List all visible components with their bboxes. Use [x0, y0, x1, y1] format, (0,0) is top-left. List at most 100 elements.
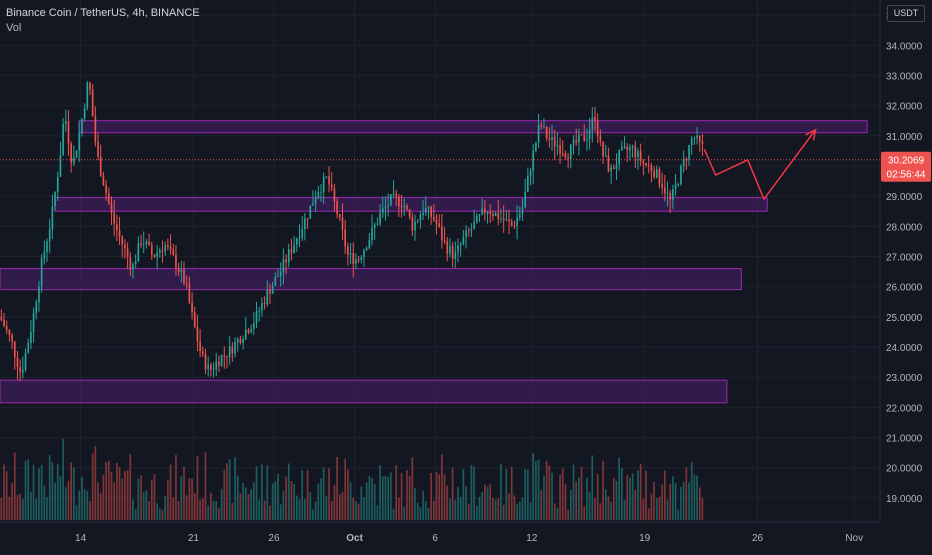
- volume-bar: [54, 482, 56, 520]
- time-axis-bg: [0, 522, 880, 550]
- y-tick-label: 25.0000: [886, 313, 923, 324]
- volume-bar: [521, 497, 524, 520]
- volume-bar: [110, 471, 113, 520]
- volume-bar: [411, 457, 414, 520]
- candle-body: [218, 361, 220, 366]
- volume-bar: [0, 497, 3, 520]
- candle-body: [535, 142, 537, 151]
- volume-bar: [690, 462, 693, 520]
- volume-bar: [269, 505, 271, 520]
- candle-body: [185, 283, 188, 285]
- candle-body: [140, 243, 142, 245]
- currency-button[interactable]: USDT: [887, 5, 925, 22]
- candle-body: [680, 165, 682, 185]
- candle-body: [529, 171, 532, 176]
- candle-body: [494, 212, 497, 216]
- volume-bar: [295, 495, 298, 520]
- volume-bar: [306, 470, 309, 520]
- candle-body: [309, 205, 312, 219]
- candle-body: [492, 213, 494, 216]
- candle-body: [376, 223, 379, 225]
- volume-bar: [22, 498, 24, 520]
- candle-body: [81, 118, 83, 133]
- volume-bar: [64, 487, 67, 520]
- candle-body: [129, 257, 132, 270]
- volume-bar: [355, 501, 357, 520]
- volume-bar: [116, 462, 118, 520]
- candle-body: [22, 369, 24, 373]
- volume-bar: [56, 464, 59, 520]
- volume-bar: [655, 497, 658, 520]
- y-tick-label: 26.0000: [886, 283, 923, 294]
- volume-bar: [183, 466, 185, 520]
- candle-body: [236, 339, 239, 343]
- candle-body: [373, 224, 376, 228]
- candle-body: [102, 175, 105, 186]
- candle-body: [553, 136, 556, 147]
- candle-body: [64, 121, 67, 124]
- candle-body: [175, 254, 177, 268]
- candle-body: [411, 216, 414, 231]
- candle-body: [486, 211, 489, 214]
- y-tick-label: 33.0000: [886, 71, 923, 82]
- candle-body: [435, 219, 438, 224]
- volume-bar: [599, 503, 602, 520]
- candle-body: [371, 227, 373, 240]
- candle-body: [113, 212, 115, 225]
- volume-bar: [564, 484, 567, 520]
- volume-bar: [583, 506, 586, 520]
- candle-body: [169, 247, 172, 250]
- projection-arrowhead: [805, 128, 817, 141]
- volume-bar: [602, 460, 604, 520]
- candle-body: [121, 236, 124, 245]
- volume-bar: [626, 474, 629, 520]
- candle-body: [70, 143, 73, 163]
- volume-bar: [357, 503, 360, 520]
- volume-bar: [527, 469, 529, 520]
- volume-bar: [32, 464, 35, 520]
- candle-body: [27, 343, 30, 353]
- candle-body: [161, 250, 164, 252]
- volume-bar: [543, 475, 545, 520]
- volume-bar: [578, 477, 580, 520]
- candle-body: [645, 163, 647, 166]
- volume-bar: [693, 474, 696, 520]
- candle-body: [253, 323, 255, 329]
- candle-body: [623, 146, 626, 148]
- candle-body: [239, 339, 242, 343]
- price-tag-bg: [881, 151, 931, 182]
- candle-body: [545, 126, 548, 139]
- volume-bar: [11, 483, 13, 520]
- volume-bar: [161, 510, 164, 520]
- volume-bar: [24, 460, 27, 520]
- candle-body: [465, 230, 467, 238]
- candle-body: [349, 252, 352, 255]
- volume-bar: [309, 492, 312, 520]
- volume-bar: [121, 478, 124, 520]
- y-tick-label: 34.0000: [886, 41, 923, 52]
- candle-body: [647, 165, 650, 167]
- candle-body: [105, 185, 107, 194]
- volume-bar: [153, 474, 156, 520]
- volume-bar: [244, 487, 247, 520]
- volume-bar: [212, 501, 215, 520]
- support-resistance-zones: [0, 120, 868, 404]
- candle-body: [631, 146, 634, 148]
- candle-body: [572, 140, 575, 145]
- candle-body: [258, 310, 261, 312]
- volume-bar: [462, 468, 465, 520]
- candle-body: [701, 141, 704, 144]
- volume-bar: [126, 470, 129, 520]
- volume-bar: [40, 464, 43, 520]
- candle-body: [263, 303, 266, 305]
- volume-bar: [13, 452, 16, 520]
- volume-bar: [505, 468, 508, 520]
- candle-body: [35, 302, 38, 314]
- candle-body: [569, 144, 572, 160]
- volume-bar: [384, 475, 387, 520]
- candle-body: [693, 137, 696, 139]
- y-tick-label: 29.0000: [886, 192, 923, 203]
- symbol-title: Binance Coin / TetherUS, 4h, BINANCE: [6, 7, 200, 19]
